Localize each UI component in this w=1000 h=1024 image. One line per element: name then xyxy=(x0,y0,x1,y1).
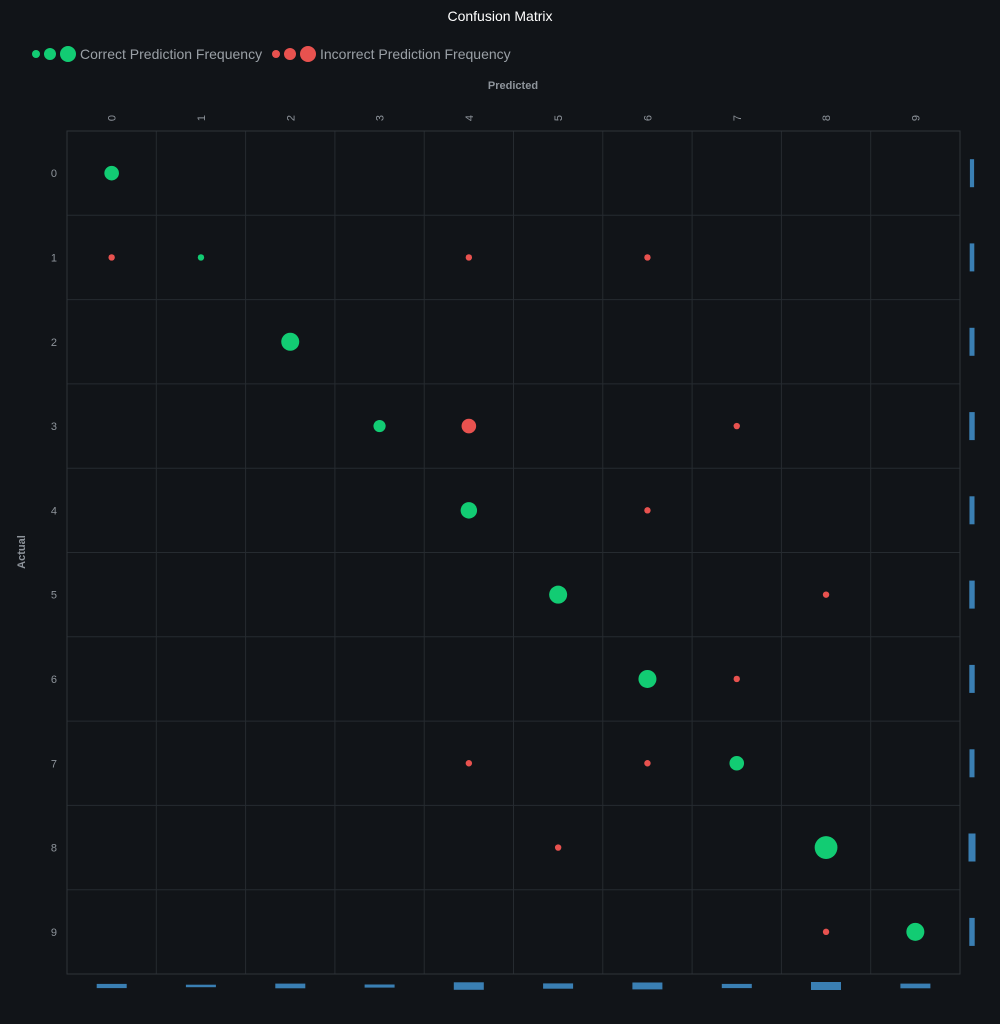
x-tick-label: 0 xyxy=(107,115,119,121)
row-total-bar xyxy=(969,749,975,778)
row-total-bar xyxy=(969,159,975,188)
incorrect-prediction-point xyxy=(733,675,740,683)
correct-prediction-point xyxy=(549,585,568,604)
x-tick-label: 2 xyxy=(285,115,297,121)
legend-correct-label: Correct Prediction Frequency xyxy=(80,46,262,62)
column-total-bar xyxy=(632,982,663,990)
x-tick-label: 3 xyxy=(375,115,387,121)
y-tick-label: 5 xyxy=(51,590,57,602)
y-tick-labels: 0 1 2 3 4 5 6 7 8 9 xyxy=(51,168,57,939)
incorrect-prediction-point xyxy=(644,760,651,767)
x-tick-label: 8 xyxy=(821,115,833,121)
plot-frame xyxy=(66,130,961,975)
y-tick-label: 1 xyxy=(51,252,57,264)
row-total-bar xyxy=(969,664,975,693)
column-total-bar xyxy=(900,983,931,989)
y-tick-label: 7 xyxy=(51,758,57,770)
incorrect-prediction-point xyxy=(733,422,740,430)
x-axis-title: Predicted xyxy=(488,80,538,92)
column-total-bar xyxy=(275,983,306,989)
legend-incorrect-marker-small xyxy=(272,50,280,58)
legend-correct-marker-small xyxy=(32,50,40,58)
correct-prediction-point xyxy=(638,669,657,688)
incorrect-prediction-point xyxy=(465,760,473,767)
correct-prediction-point xyxy=(281,332,300,351)
row-total-bar xyxy=(968,833,976,862)
incorrect-prediction-point xyxy=(822,928,830,936)
y-tick-label: 9 xyxy=(51,927,57,939)
x-tick-labels: 0 1 2 3 4 5 6 7 8 9 xyxy=(107,115,923,121)
y-tick-label: 2 xyxy=(51,337,57,349)
chart-title: Confusion Matrix xyxy=(447,8,552,24)
y-tick-label: 4 xyxy=(51,505,57,517)
incorrect-prediction-point xyxy=(644,507,651,514)
legend-correct-marker-medium xyxy=(44,48,56,60)
y-tick-label: 0 xyxy=(51,168,57,180)
y-tick-label: 8 xyxy=(51,843,57,855)
incorrect-prediction-point xyxy=(644,254,651,261)
column-total-bar xyxy=(453,982,484,990)
row-total-bar xyxy=(969,580,975,609)
legend-incorrect-label: Incorrect Prediction Frequency xyxy=(320,46,511,62)
grid xyxy=(67,131,960,974)
x-tick-label: 9 xyxy=(910,115,922,121)
correct-prediction-point xyxy=(729,755,745,771)
legend-correct-marker-large xyxy=(60,46,76,62)
correct-prediction-point xyxy=(197,254,205,261)
correct-prediction-point xyxy=(104,165,119,181)
row-total-bar xyxy=(969,243,975,272)
column-total-bar xyxy=(364,984,395,988)
x-tick-label: 4 xyxy=(464,115,476,121)
legend-incorrect-marker-large xyxy=(300,46,316,62)
x-tick-label: 5 xyxy=(553,115,565,121)
column-total-bar xyxy=(811,982,841,990)
correct-prediction-point xyxy=(373,419,386,433)
x-tick-label: 7 xyxy=(732,115,744,121)
column-total-bar xyxy=(96,983,127,989)
y-axis-title: Actual xyxy=(16,535,28,569)
correct-prediction-point xyxy=(906,922,925,941)
column-total-bars xyxy=(96,982,931,990)
correct-prediction-point xyxy=(460,502,478,519)
column-total-bar xyxy=(721,983,752,989)
correct-prediction-point xyxy=(814,836,838,859)
row-total-bar xyxy=(969,496,975,525)
legend-incorrect-marker-medium xyxy=(284,48,296,60)
incorrect-prediction-point xyxy=(554,844,562,851)
incorrect-prediction-point xyxy=(465,254,473,261)
column-total-bar xyxy=(543,983,574,989)
row-total-bar xyxy=(969,917,975,946)
incorrect-prediction-point xyxy=(822,591,830,598)
x-tick-label: 6 xyxy=(642,115,654,121)
column-total-bar xyxy=(185,984,216,988)
row-total-bars xyxy=(968,159,976,946)
row-total-bar xyxy=(969,412,975,441)
y-tick-label: 6 xyxy=(51,674,57,686)
y-tick-label: 3 xyxy=(51,421,57,433)
x-tick-label: 1 xyxy=(196,115,208,121)
incorrect-prediction-point xyxy=(461,418,477,434)
data-points xyxy=(104,165,925,941)
row-total-bar xyxy=(969,327,975,356)
incorrect-prediction-point xyxy=(108,254,115,261)
legend: Correct Prediction Frequency Incorrect P… xyxy=(32,46,511,62)
